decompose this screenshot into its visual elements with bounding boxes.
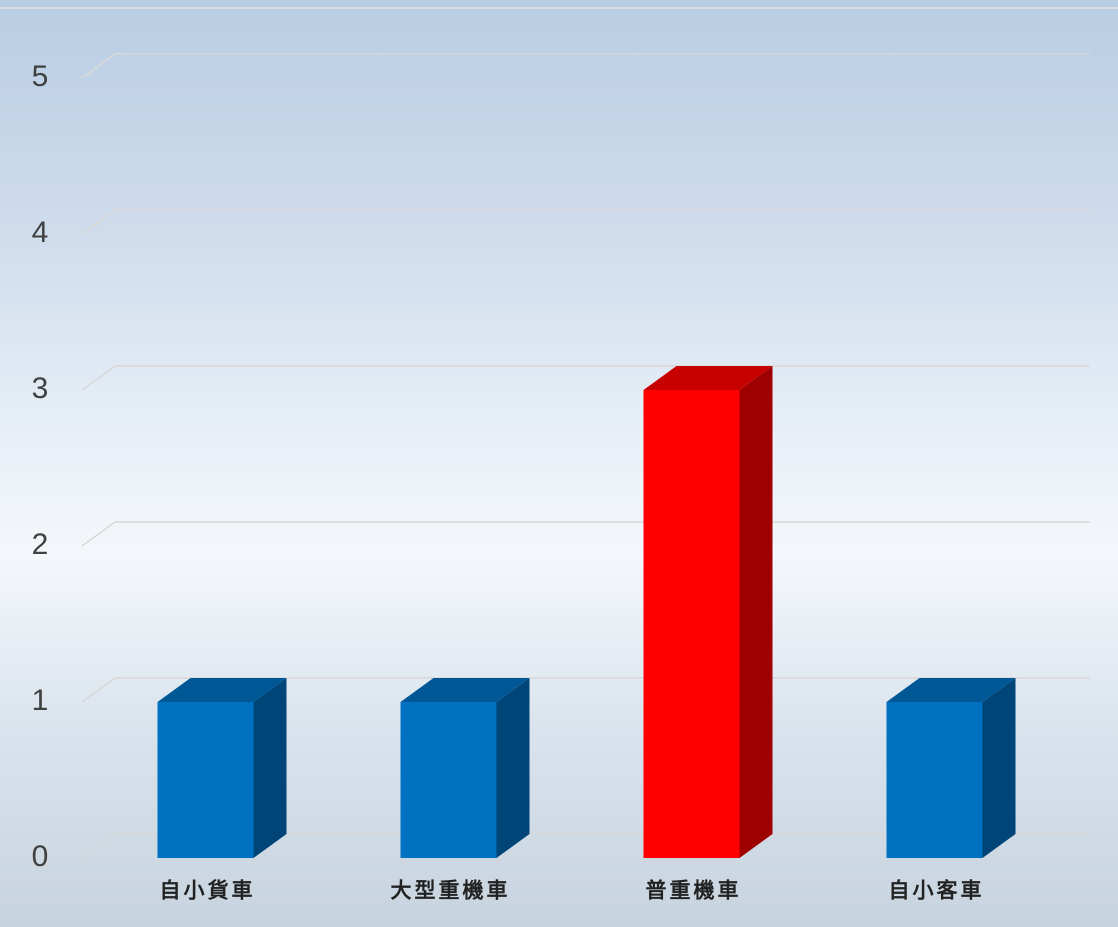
bar (400, 702, 497, 858)
y-tick-label: 4 (32, 216, 49, 249)
x-tick-label: 自小客車 (889, 878, 985, 903)
grid-line (81, 209, 1090, 235)
bar-side (982, 678, 1016, 858)
x-tick-label: 普重機車 (646, 878, 742, 903)
bar-side (496, 678, 530, 858)
y-tick-label: 0 (32, 840, 49, 873)
bar-top (157, 678, 287, 702)
x-tick-label: 自小貨車 (160, 878, 256, 903)
bar-side (253, 678, 287, 858)
bar-side (739, 366, 773, 858)
y-tick-label: 2 (32, 528, 49, 561)
bar (886, 702, 983, 858)
bar-top (400, 678, 530, 702)
y-tick-label: 5 (32, 60, 49, 93)
y-tick-label: 3 (32, 372, 49, 405)
bar (643, 390, 740, 858)
bar-top (643, 366, 773, 390)
grid-line (81, 365, 1090, 391)
bar (157, 702, 254, 858)
grid-line (81, 53, 1090, 79)
grid-line (81, 521, 1090, 547)
y-tick-label: 1 (32, 684, 49, 717)
x-tick-label: 大型重機車 (391, 878, 511, 903)
bar-top (886, 678, 1016, 702)
